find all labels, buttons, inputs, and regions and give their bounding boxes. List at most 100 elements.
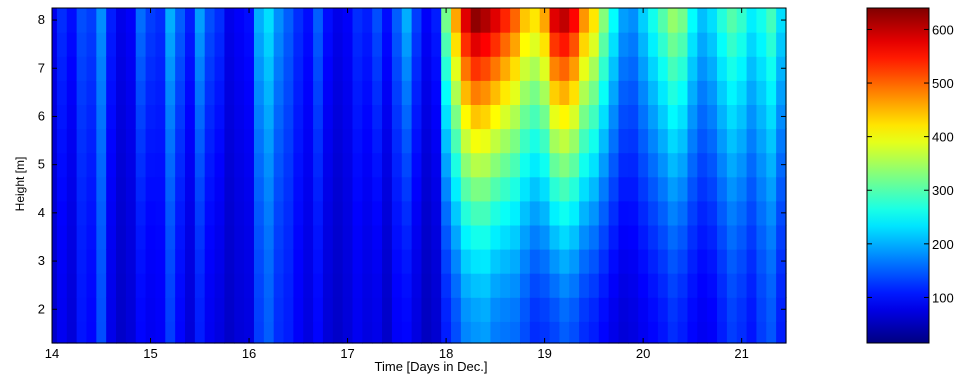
heatmap-cell	[431, 200, 442, 226]
heatmap-cell	[579, 128, 590, 154]
heatmap-cell	[382, 200, 393, 226]
heatmap-cell	[145, 128, 157, 154]
heatmap-cell	[382, 128, 393, 154]
y-tick-label: 2	[38, 301, 45, 316]
heatmap-cell	[677, 200, 689, 226]
heatmap-cell	[441, 128, 452, 154]
heatmap-cell	[746, 273, 758, 298]
heatmap-cell	[539, 273, 551, 298]
heatmap-cell	[411, 104, 423, 130]
heatmap-cell	[598, 273, 610, 298]
heatmap-cell	[638, 152, 649, 178]
heatmap-cell	[519, 321, 531, 344]
heatmap-cell	[283, 321, 294, 344]
heatmap-cell	[224, 273, 235, 298]
heatmap-cell	[470, 104, 482, 130]
heatmap-cell	[707, 152, 718, 178]
heatmap-cell	[352, 104, 363, 130]
heatmap-cell	[441, 104, 452, 130]
heatmap-cell	[638, 200, 649, 226]
heatmap-cell	[194, 176, 206, 202]
heatmap-cell	[86, 321, 97, 344]
heatmap-cell	[460, 8, 472, 33]
heatmap-cell	[175, 8, 186, 33]
heatmap-cell	[421, 200, 432, 226]
heatmap-cell	[598, 56, 610, 81]
heatmap-cell	[322, 8, 334, 33]
heatmap-cell	[86, 176, 97, 202]
heatmap-cell	[726, 152, 738, 178]
heatmap-cell	[362, 321, 373, 344]
heatmap-cell	[529, 176, 541, 202]
heatmap-cell	[224, 128, 235, 154]
heatmap-cell	[106, 104, 117, 130]
heatmap-cell	[411, 8, 423, 33]
heatmap-cell	[451, 200, 462, 226]
heatmap-cell	[155, 8, 166, 33]
heatmap-cell	[579, 104, 590, 130]
heatmap-cell	[116, 176, 127, 202]
heatmap-cell	[411, 297, 423, 322]
heatmap-cell	[500, 224, 511, 250]
heatmap-cell	[253, 56, 265, 81]
heatmap-cell	[204, 32, 216, 57]
heatmap-cell	[175, 297, 186, 322]
heatmap-cell	[736, 32, 748, 57]
heatmap-cell	[569, 104, 580, 130]
heatmap-cell	[283, 128, 294, 154]
heatmap-cell	[579, 321, 590, 344]
heatmap-cell	[707, 224, 718, 250]
heatmap-cell	[539, 321, 551, 344]
heatmap-cell	[707, 176, 718, 202]
heatmap-cell	[224, 321, 235, 344]
heatmap-cell	[224, 152, 235, 178]
heatmap-cell	[234, 224, 245, 250]
heatmap-cell	[460, 128, 472, 154]
heatmap-cell	[155, 200, 166, 226]
heatmap-cell	[66, 80, 78, 105]
heatmap-cell	[362, 32, 373, 57]
heatmap-cell	[165, 273, 176, 298]
heatmap-cell	[86, 249, 97, 274]
heatmap-cell	[746, 80, 758, 105]
x-tick-label: 20	[636, 346, 650, 361]
heatmap-cell	[352, 128, 363, 154]
heatmap-cell	[746, 56, 758, 81]
heatmap-cell	[451, 224, 462, 250]
heatmap-cell	[204, 249, 216, 274]
heatmap-cell	[224, 32, 235, 57]
heatmap-cell	[421, 321, 432, 344]
heatmap-cell	[766, 321, 777, 344]
heatmap-cell	[234, 273, 245, 298]
heatmap-cell	[352, 321, 363, 344]
heatmap-cell	[490, 224, 501, 250]
heatmap-cell	[382, 104, 393, 130]
heatmap-cell	[175, 200, 186, 226]
heatmap-cell	[717, 32, 728, 57]
heatmap-cell	[224, 249, 235, 274]
heatmap-cell	[116, 200, 127, 226]
plot-area	[52, 8, 787, 344]
heatmap-cell	[263, 56, 275, 81]
heatmap-cell	[569, 32, 580, 57]
heatmap-cell	[175, 273, 186, 298]
heatmap-cell	[697, 32, 708, 57]
heatmap-cell	[500, 56, 511, 81]
x-axis: 14 15 16 17 18 19 20 21	[45, 8, 749, 361]
heatmap-cell	[421, 249, 432, 274]
heatmap-cell	[194, 200, 206, 226]
heatmap-cell	[726, 297, 738, 322]
heatmap-cell	[52, 128, 58, 154]
heatmap-cell	[76, 273, 88, 298]
heatmap-cell	[451, 128, 462, 154]
heatmap-cell	[391, 249, 403, 274]
heatmap-cell	[628, 273, 639, 298]
heatmap-cell	[342, 176, 354, 202]
heatmap-cell	[549, 32, 560, 57]
heatmap-cell	[303, 200, 314, 226]
heatmap-cell	[263, 128, 275, 154]
heatmap-cell	[628, 128, 639, 154]
heatmap-cell	[56, 321, 68, 344]
heatmap-cell	[657, 200, 669, 226]
heatmap-cell	[588, 8, 600, 33]
